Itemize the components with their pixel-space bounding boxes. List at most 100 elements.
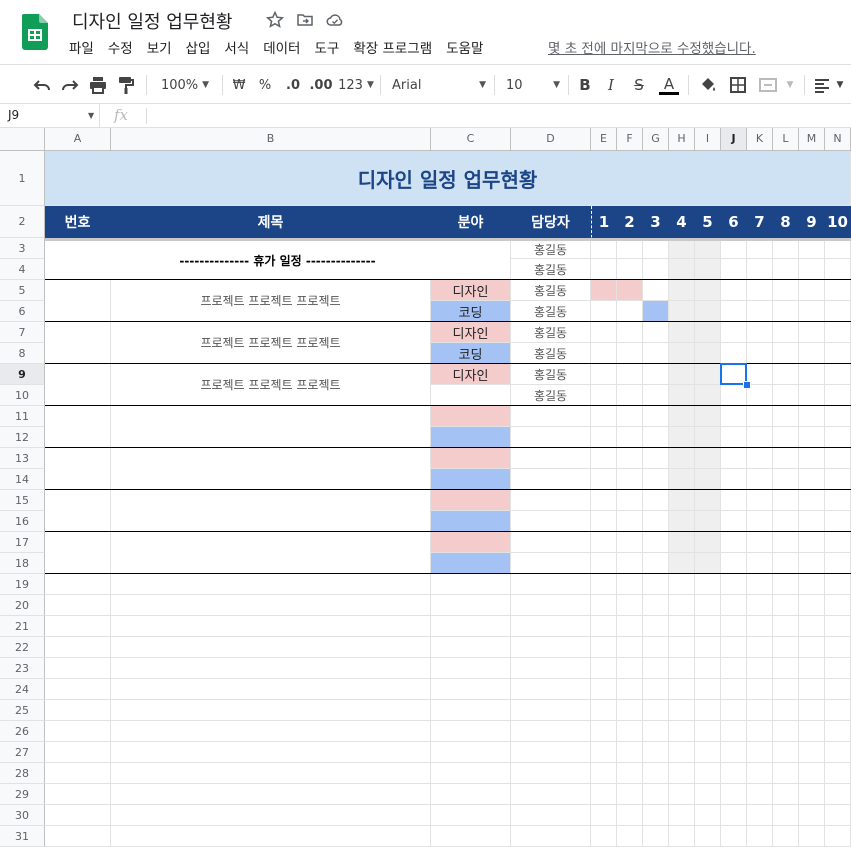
cell-g-21[interactable] bbox=[643, 616, 669, 637]
cell-g-22[interactable] bbox=[643, 637, 669, 658]
cell-n-10[interactable] bbox=[825, 385, 851, 406]
cell-f-13[interactable] bbox=[617, 448, 643, 469]
cell-n-28[interactable] bbox=[825, 763, 851, 784]
cell-m-18[interactable] bbox=[799, 553, 825, 574]
cell-f-16[interactable] bbox=[617, 511, 643, 532]
row-header-20[interactable]: 20 bbox=[0, 595, 45, 616]
row-header-3[interactable]: 3 bbox=[0, 238, 45, 259]
zoom-select[interactable]: 100% ▼ bbox=[156, 74, 214, 96]
owner-cell[interactable]: 홍길동 bbox=[511, 385, 591, 406]
cell-l-29[interactable] bbox=[773, 784, 799, 805]
cell-d-17[interactable] bbox=[511, 532, 591, 553]
row-header-9[interactable]: 9 bbox=[0, 364, 45, 385]
cell-k-6[interactable] bbox=[747, 301, 773, 322]
cell-c-19[interactable] bbox=[431, 574, 511, 595]
cell-l-24[interactable] bbox=[773, 679, 799, 700]
cell-j-18[interactable] bbox=[721, 553, 747, 574]
row-header-5[interactable]: 5 bbox=[0, 280, 45, 301]
row-header-26[interactable]: 26 bbox=[0, 721, 45, 742]
cell-b-31[interactable] bbox=[111, 826, 431, 847]
owner-cell[interactable]: 홍길동 bbox=[511, 364, 591, 385]
cell-e-28[interactable] bbox=[591, 763, 617, 784]
cell-h-25[interactable] bbox=[669, 700, 695, 721]
row-header-19[interactable]: 19 bbox=[0, 574, 45, 595]
cell-g-11[interactable] bbox=[643, 406, 669, 427]
cell-b-19[interactable] bbox=[111, 574, 431, 595]
cell-g-23[interactable] bbox=[643, 658, 669, 679]
cell-m-13[interactable] bbox=[799, 448, 825, 469]
cell-i-26[interactable] bbox=[695, 721, 721, 742]
cell-b-20[interactable] bbox=[111, 595, 431, 616]
cell-h-5[interactable] bbox=[669, 280, 695, 301]
strikethrough-button[interactable]: S bbox=[634, 76, 644, 94]
cell-k-8[interactable] bbox=[747, 343, 773, 364]
cell-c-22[interactable] bbox=[431, 637, 511, 658]
cell-n-19[interactable] bbox=[825, 574, 851, 595]
cell-h-8[interactable] bbox=[669, 343, 695, 364]
cell-i-6[interactable] bbox=[695, 301, 721, 322]
cell-i-28[interactable] bbox=[695, 763, 721, 784]
cell-g-8[interactable] bbox=[643, 343, 669, 364]
project-title[interactable]: 프로젝트 프로젝트 프로젝트 bbox=[111, 280, 431, 322]
cell-l-14[interactable] bbox=[773, 469, 799, 490]
cloud-status-icon[interactable] bbox=[326, 11, 344, 29]
cell-i-8[interactable] bbox=[695, 343, 721, 364]
cell-a-22[interactable] bbox=[45, 637, 111, 658]
column-header-k[interactable]: K bbox=[747, 128, 773, 151]
cell-g-27[interactable] bbox=[643, 742, 669, 763]
cell-l-25[interactable] bbox=[773, 700, 799, 721]
cell-e-12[interactable] bbox=[591, 427, 617, 448]
font-size-select[interactable]: 10 ▼ bbox=[506, 74, 560, 96]
cell-k-9[interactable] bbox=[747, 364, 773, 385]
column-header-b[interactable]: B bbox=[111, 128, 431, 151]
cell-g-26[interactable] bbox=[643, 721, 669, 742]
row-header-25[interactable]: 25 bbox=[0, 700, 45, 721]
cell-j-28[interactable] bbox=[721, 763, 747, 784]
cell-b-30[interactable] bbox=[111, 805, 431, 826]
cell-i-14[interactable] bbox=[695, 469, 721, 490]
row-header-23[interactable]: 23 bbox=[0, 658, 45, 679]
row-header-1[interactable]: 1 bbox=[0, 151, 45, 206]
row-header-10[interactable]: 10 bbox=[0, 385, 45, 406]
owner-cell[interactable]: 홍길동 bbox=[511, 301, 591, 322]
column-header-j[interactable]: J bbox=[721, 128, 747, 151]
project-title[interactable]: 프로젝트 프로젝트 프로젝트 bbox=[111, 322, 431, 364]
cell-n-27[interactable] bbox=[825, 742, 851, 763]
cell-g-9[interactable] bbox=[643, 364, 669, 385]
cell-f-6[interactable] bbox=[617, 301, 643, 322]
cell-h-19[interactable] bbox=[669, 574, 695, 595]
cell-f-8[interactable] bbox=[617, 343, 643, 364]
cell-e-4[interactable] bbox=[591, 259, 617, 280]
field-design-empty[interactable] bbox=[431, 532, 511, 553]
cell-m-19[interactable] bbox=[799, 574, 825, 595]
field-design-empty[interactable] bbox=[431, 406, 511, 427]
cell-i-11[interactable] bbox=[695, 406, 721, 427]
field-coding-empty[interactable] bbox=[431, 553, 511, 574]
row-header-24[interactable]: 24 bbox=[0, 679, 45, 700]
cell-n-11[interactable] bbox=[825, 406, 851, 427]
cell-k-20[interactable] bbox=[747, 595, 773, 616]
cell-i-18[interactable] bbox=[695, 553, 721, 574]
cell-m-12[interactable] bbox=[799, 427, 825, 448]
cell-e-31[interactable] bbox=[591, 826, 617, 847]
cell-l-10[interactable] bbox=[773, 385, 799, 406]
owner-cell[interactable]: 홍길동 bbox=[511, 241, 591, 259]
cell-d-31[interactable] bbox=[511, 826, 591, 847]
cell-m-6[interactable] bbox=[799, 301, 825, 322]
cell-n-16[interactable] bbox=[825, 511, 851, 532]
cell-m-3[interactable] bbox=[799, 241, 825, 259]
menu-extensions[interactable]: 확장 프로그램 bbox=[353, 41, 433, 57]
row-header-18[interactable]: 18 bbox=[0, 553, 45, 574]
cell-e-3[interactable] bbox=[591, 241, 617, 259]
cell-g-30[interactable] bbox=[643, 805, 669, 826]
cell-c-28[interactable] bbox=[431, 763, 511, 784]
cell-d-12[interactable] bbox=[511, 427, 591, 448]
cell-g-7[interactable] bbox=[643, 322, 669, 343]
cell-m-5[interactable] bbox=[799, 280, 825, 301]
cell-m-11[interactable] bbox=[799, 406, 825, 427]
cell-n-13[interactable] bbox=[825, 448, 851, 469]
cell-d-15[interactable] bbox=[511, 490, 591, 511]
cell-m-22[interactable] bbox=[799, 637, 825, 658]
cell-k-19[interactable] bbox=[747, 574, 773, 595]
column-header-h[interactable]: H bbox=[669, 128, 695, 151]
